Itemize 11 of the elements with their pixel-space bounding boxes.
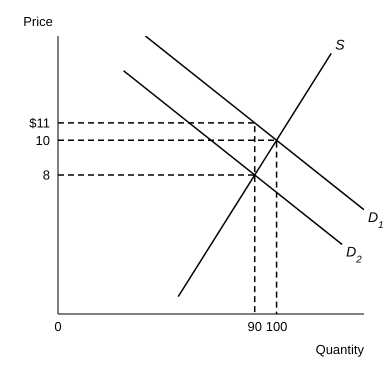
y-tick-label: 8 xyxy=(42,168,50,183)
x-tick-label: 90 xyxy=(247,319,262,334)
y-tick-label: $11 xyxy=(29,115,50,130)
series-label: D$_{1}$ xyxy=(368,208,384,230)
y-axis-title: Price xyxy=(23,14,53,29)
x-axis-title: Quantity xyxy=(316,342,364,357)
series-label: D$_{2}$ xyxy=(346,244,362,265)
y-tick-label: 10 xyxy=(36,132,50,148)
series-label: S xyxy=(335,36,346,52)
x-tick-label: 0 xyxy=(54,319,62,334)
x-tick-label: 100 xyxy=(266,319,288,334)
